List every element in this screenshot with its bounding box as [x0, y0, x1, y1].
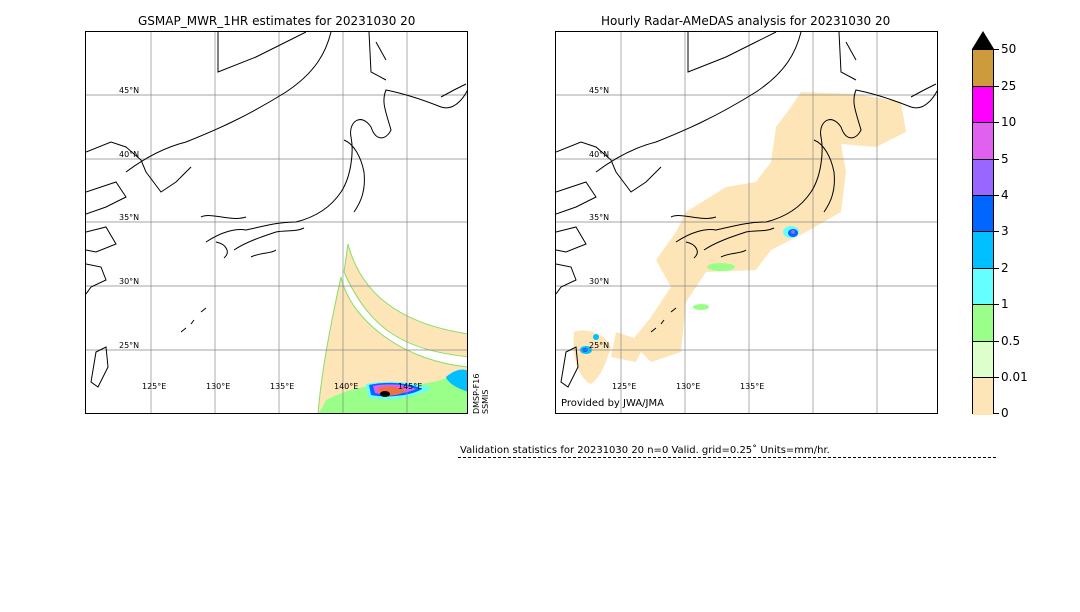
right-rain-cyan	[593, 334, 599, 340]
colorbar-tick	[994, 49, 999, 50]
right-rain-violet	[791, 230, 795, 234]
colorbar-segment	[973, 123, 993, 160]
colorbar-tick-label: 0.5	[1001, 334, 1021, 348]
left-lat-label: 40°N	[119, 150, 140, 159]
colorbar-tick-label: 10	[1001, 115, 1017, 129]
colorbar-tick-label: 0.01	[1001, 370, 1028, 384]
right-lat-label: 40°N	[589, 150, 610, 159]
right-radar-yaeyama	[573, 330, 611, 384]
left-lon-label: 125°E	[142, 382, 167, 391]
colorbar-segment	[973, 196, 993, 232]
right-lat-label: 30°N	[589, 277, 610, 286]
left-lat-label: 35°N	[119, 213, 140, 222]
right-lon-label: 125°E	[612, 382, 637, 391]
right-map-canvas	[556, 32, 937, 413]
right-rain-green	[693, 304, 709, 310]
right-radar-coverage	[631, 92, 906, 362]
colorbar-segment	[973, 232, 993, 269]
colorbar-tick	[994, 377, 999, 378]
colorbar-tick	[994, 341, 999, 342]
right-lon-label: 130°E	[676, 382, 701, 391]
data-credit: Provided by JWA/JMA	[561, 398, 664, 409]
colorbar-tick-label: 50	[1001, 42, 1017, 56]
right-map-title: Hourly Radar-AMeDAS analysis for 2023103…	[601, 14, 891, 28]
left-map-canvas	[86, 32, 467, 413]
right-lat-label: 45°N	[589, 86, 610, 95]
colorbar-tick	[994, 86, 999, 87]
colorbar-segment	[973, 50, 993, 87]
colorbar-segment	[973, 342, 993, 378]
colorbar-tick	[994, 413, 999, 414]
left-rain-core	[380, 391, 390, 397]
colorbar-tick-label: 2	[1001, 261, 1009, 275]
left-swath-area	[317, 276, 467, 413]
colorbar-tick	[994, 231, 999, 232]
colorbar-tick	[994, 304, 999, 305]
colorbar-tick	[994, 195, 999, 196]
colorbar-tick	[994, 122, 999, 123]
validation-divider	[458, 457, 996, 458]
left-rain-cyan-east	[446, 369, 467, 392]
colorbar-tick-label: 4	[1001, 188, 1009, 202]
right-lon-label: 135°E	[740, 382, 765, 391]
left-map-title: GSMAP_MWR_1HR estimates for 20231030 20	[138, 14, 416, 28]
colorbar-extend-triangle	[972, 31, 994, 49]
left-lat-label: 25°N	[119, 341, 140, 350]
colorbar-tick-label: 1	[1001, 297, 1009, 311]
right-graticule	[556, 32, 937, 413]
colorbar	[972, 49, 994, 415]
left-lon-label: 130°E	[206, 382, 231, 391]
sensor-label-line2: SSMIS	[481, 389, 490, 415]
sensor-label-line1: DMSP-F16	[472, 373, 481, 414]
colorbar-segment	[973, 160, 993, 196]
right-coastlines	[556, 32, 937, 388]
colorbar-tick-label: 25	[1001, 79, 1017, 93]
left-map-panel	[85, 31, 468, 414]
colorbar-segment	[973, 269, 993, 305]
colorbar-segment	[973, 87, 993, 123]
left-lon-label: 145°E	[398, 382, 423, 391]
colorbar-tick-label: 5	[1001, 152, 1009, 166]
right-rain-green	[707, 263, 735, 271]
left-lat-label: 30°N	[119, 277, 140, 286]
colorbar-tick-label: 3	[1001, 224, 1009, 238]
validation-statistics: Validation statistics for 20231030 20 n=…	[460, 445, 830, 456]
colorbar-tick	[994, 159, 999, 160]
left-coastlines	[86, 32, 467, 388]
right-radar-okinawa	[611, 332, 646, 362]
left-lon-label: 140°E	[334, 382, 359, 391]
colorbar-tick	[994, 268, 999, 269]
right-lat-label: 25°N	[589, 341, 610, 350]
colorbar-segment	[973, 305, 993, 342]
colorbar-tick-label: 0	[1001, 406, 1009, 420]
left-lon-label: 135°E	[270, 382, 295, 391]
sensor-label: DMSP-F16 SSMIS	[472, 374, 490, 414]
right-map-panel	[555, 31, 938, 414]
right-lat-label: 35°N	[589, 213, 610, 222]
left-swath-band	[343, 243, 467, 358]
left-lat-label: 45°N	[119, 86, 140, 95]
colorbar-segment	[973, 378, 993, 415]
